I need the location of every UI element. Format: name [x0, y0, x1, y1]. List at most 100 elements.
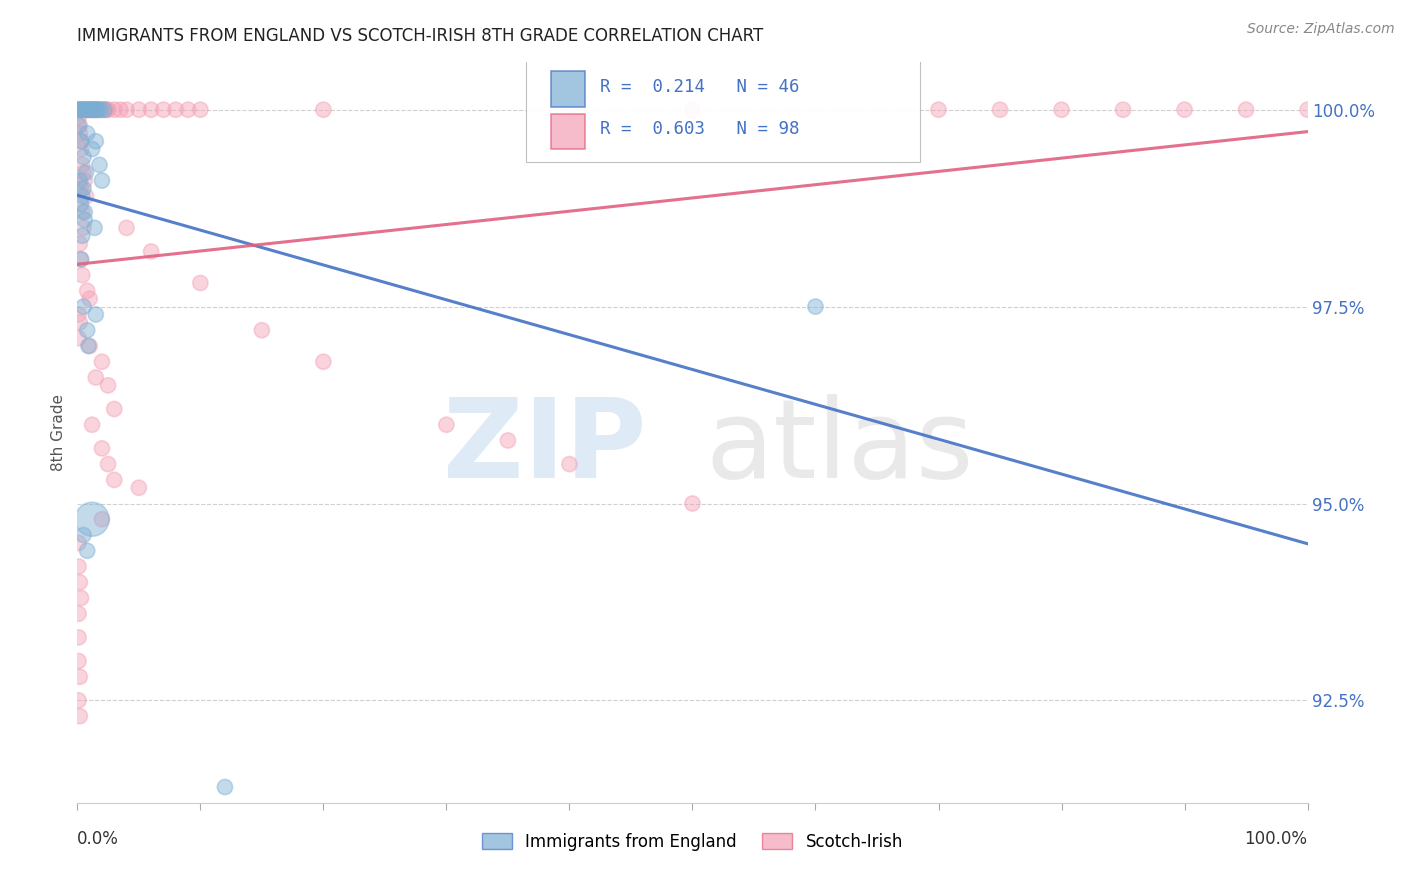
Point	[82, 103, 104, 117]
Point	[80, 103, 103, 117]
Point	[70, 103, 93, 117]
Point	[1234, 103, 1257, 117]
Point	[128, 103, 150, 117]
Text: atlas: atlas	[706, 394, 974, 501]
Point	[79, 292, 101, 306]
Point	[67, 693, 90, 707]
Point	[82, 142, 104, 156]
Point	[83, 103, 105, 117]
Point	[75, 103, 97, 117]
Point	[72, 528, 94, 542]
Point	[188, 276, 212, 290]
Point	[90, 173, 114, 187]
Point	[436, 417, 458, 432]
Point	[70, 134, 93, 148]
Point	[928, 103, 950, 117]
Point	[82, 103, 104, 117]
Point	[1296, 103, 1319, 117]
Point	[67, 631, 90, 645]
Point	[93, 103, 115, 117]
Point	[69, 126, 91, 140]
Point	[67, 331, 90, 345]
Point	[141, 244, 163, 259]
Point	[73, 103, 96, 117]
Point	[141, 103, 163, 117]
Point	[70, 142, 93, 156]
Point	[177, 103, 200, 117]
Point	[75, 103, 97, 117]
Point	[558, 457, 581, 471]
Point	[76, 103, 98, 117]
Point	[67, 103, 90, 117]
Point	[76, 323, 98, 337]
Point	[86, 103, 108, 117]
Point	[89, 103, 111, 117]
Y-axis label: 8th Grade: 8th Grade	[51, 394, 66, 471]
Point	[1174, 103, 1197, 117]
Point	[87, 103, 110, 117]
Point	[70, 134, 93, 148]
Point	[70, 252, 93, 267]
Point	[77, 103, 100, 117]
Text: 100.0%: 100.0%	[1244, 830, 1308, 848]
Point	[67, 607, 90, 621]
Point	[91, 103, 114, 117]
Point	[76, 284, 98, 298]
Point	[70, 189, 93, 203]
Point	[804, 300, 827, 314]
Point	[70, 205, 93, 219]
Point	[69, 315, 91, 329]
Point	[682, 496, 704, 510]
Point	[75, 189, 97, 203]
Text: R =  0.603   N = 98: R = 0.603 N = 98	[600, 120, 800, 138]
Point	[70, 197, 93, 211]
Point	[115, 103, 138, 117]
Point	[90, 103, 114, 117]
Point	[67, 111, 90, 125]
Point	[70, 591, 93, 605]
Point	[90, 355, 114, 369]
Point	[97, 378, 120, 392]
Point	[69, 119, 91, 133]
Point	[69, 103, 91, 117]
Point	[83, 220, 105, 235]
Point	[67, 559, 90, 574]
Point	[70, 268, 93, 282]
Point	[70, 103, 93, 117]
Point	[97, 457, 120, 471]
Point	[75, 166, 97, 180]
Point	[496, 434, 519, 448]
Point	[682, 103, 704, 117]
Point	[84, 308, 107, 322]
Point	[70, 181, 93, 195]
Point	[77, 103, 100, 117]
Point	[312, 355, 335, 369]
Point	[70, 103, 93, 117]
Point	[90, 103, 112, 117]
Point	[70, 103, 93, 117]
Point	[69, 575, 91, 590]
Point	[70, 252, 93, 267]
FancyBboxPatch shape	[526, 52, 920, 162]
Point	[67, 308, 90, 322]
Point	[69, 173, 91, 187]
Point	[84, 134, 107, 148]
Point	[312, 103, 335, 117]
Text: IMMIGRANTS FROM ENGLAND VS SCOTCH-IRISH 8TH GRADE CORRELATION CHART: IMMIGRANTS FROM ENGLAND VS SCOTCH-IRISH …	[77, 27, 763, 45]
Point	[103, 103, 125, 117]
Point	[89, 158, 111, 172]
Point	[72, 181, 94, 195]
Point	[79, 103, 101, 117]
Point	[73, 173, 96, 187]
Point	[79, 339, 101, 353]
Point	[72, 103, 94, 117]
Point	[250, 323, 273, 337]
Point	[72, 300, 94, 314]
Point	[73, 103, 96, 117]
Point	[67, 103, 90, 117]
Point	[76, 543, 98, 558]
Point	[188, 103, 212, 117]
Point	[76, 103, 98, 117]
Point	[69, 670, 91, 684]
Text: Source: ZipAtlas.com: Source: ZipAtlas.com	[1247, 22, 1395, 37]
